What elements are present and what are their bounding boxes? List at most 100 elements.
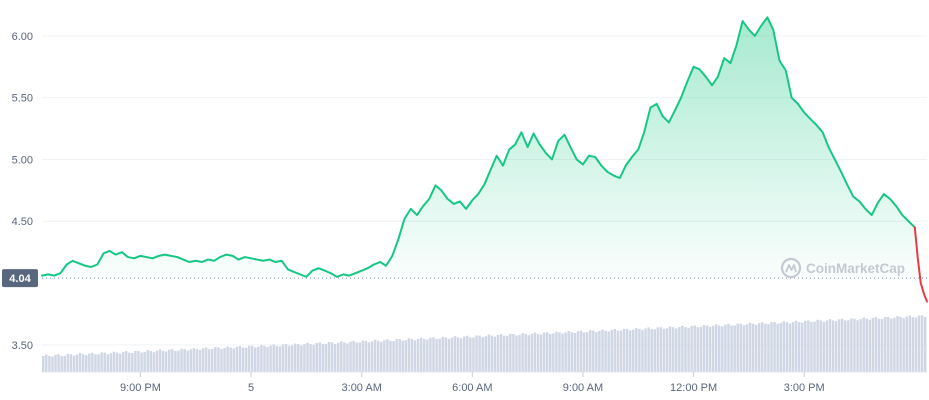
volume-bar <box>776 323 779 372</box>
volume-bar <box>459 338 463 372</box>
volume-bar <box>220 349 223 372</box>
volume-bar <box>241 347 245 372</box>
volume-bar <box>874 317 878 372</box>
volume-bar <box>567 330 570 372</box>
volume-bar <box>51 356 54 372</box>
volume-bar <box>171 349 174 372</box>
volume-bar <box>152 352 156 372</box>
volume-bar <box>306 342 309 372</box>
volume-bar <box>278 346 282 372</box>
volume-bar <box>773 322 776 372</box>
volume-bar <box>416 338 420 372</box>
volume-bar <box>355 342 358 372</box>
coinmarketcap-logo-mark <box>785 264 797 273</box>
volume-bar <box>167 349 171 372</box>
volume-bar <box>837 319 841 372</box>
volume-bar <box>502 335 506 372</box>
volume-bar <box>813 321 816 372</box>
volume-bar <box>318 342 322 372</box>
volume-bar <box>923 316 927 372</box>
price-area <box>42 17 915 279</box>
volume-bar <box>653 329 656 372</box>
volume-bar <box>78 353 82 372</box>
y-tick-label: 4.50 <box>12 216 33 228</box>
volume-bar <box>106 354 110 372</box>
x-tick-label: 3:00 PM <box>784 382 825 394</box>
volume-bar <box>552 333 555 372</box>
volume-bar <box>613 329 617 372</box>
volume-bar <box>598 330 601 372</box>
volume-bar <box>487 334 491 372</box>
volume-bar <box>297 344 300 372</box>
volume-bar <box>499 334 503 372</box>
volume-bar <box>177 350 180 372</box>
volume-bar <box>88 353 91 372</box>
volume-bar <box>226 346 229 372</box>
volume-bar <box>389 340 392 372</box>
volume-bar <box>730 325 733 372</box>
price-tag-background <box>2 269 38 288</box>
volume-bar <box>321 344 325 372</box>
volume-bar <box>564 332 567 372</box>
volume-bar <box>217 347 220 372</box>
volume-bar <box>257 346 260 372</box>
volume-bar <box>696 327 700 372</box>
volume-bar <box>75 354 79 372</box>
volume-bar <box>214 347 217 372</box>
volume-bar <box>641 330 644 372</box>
volume-bar <box>284 344 288 372</box>
volume-bar <box>441 336 444 372</box>
volume-bar <box>844 320 847 372</box>
volume-bar <box>810 322 813 372</box>
volume-bar <box>149 350 153 372</box>
price-area-fill <box>42 17 915 279</box>
volume-bar <box>275 345 279 372</box>
volume-bar <box>287 345 291 372</box>
volume-bar <box>721 326 724 372</box>
volume-bar <box>235 346 239 372</box>
volume-bar <box>555 331 558 372</box>
volume-bar <box>164 351 168 372</box>
volume-bar <box>376 340 380 372</box>
volume-bar <box>410 339 414 372</box>
price-lines <box>41 16 928 303</box>
volume-bar <box>828 319 832 372</box>
volume-bar <box>549 333 552 372</box>
volume-bar <box>702 324 706 372</box>
volume-bar <box>687 327 690 372</box>
volume-bar <box>893 317 896 372</box>
volume-bar <box>558 332 561 372</box>
volume-bar <box>871 317 875 372</box>
volume-bar <box>518 334 521 372</box>
volume-bar <box>801 322 804 372</box>
volume-bar <box>426 339 429 372</box>
y-tick-label: 5.00 <box>12 154 33 166</box>
volume-bar <box>908 315 912 372</box>
volume-bar <box>444 337 448 372</box>
volume-bar <box>109 353 113 372</box>
volume-bar <box>718 325 721 372</box>
volume-bar <box>174 350 177 372</box>
volume-bar <box>155 350 159 372</box>
volume-bar <box>807 320 810 372</box>
y-tick-label: 5.50 <box>12 93 33 105</box>
volume-bar <box>232 348 235 372</box>
volume-bar <box>816 319 819 372</box>
x-tick-label: 12:00 PM <box>670 382 717 394</box>
volume-bar <box>263 345 266 372</box>
volume-bar <box>223 348 226 372</box>
volume-bar <box>515 335 518 372</box>
volume-bar <box>404 340 408 372</box>
volume-bar <box>42 356 45 372</box>
volume-bar <box>333 343 337 372</box>
volume-bar <box>358 342 361 372</box>
volume-bar <box>527 335 530 372</box>
volume-bar <box>668 326 672 372</box>
volume-bar <box>380 341 383 372</box>
volume-bar <box>63 355 66 372</box>
volume-bar <box>880 318 884 372</box>
volume-bar <box>822 321 825 372</box>
volume-bar <box>260 344 263 372</box>
volume-bar <box>794 320 798 372</box>
volume-bar <box>782 321 786 372</box>
